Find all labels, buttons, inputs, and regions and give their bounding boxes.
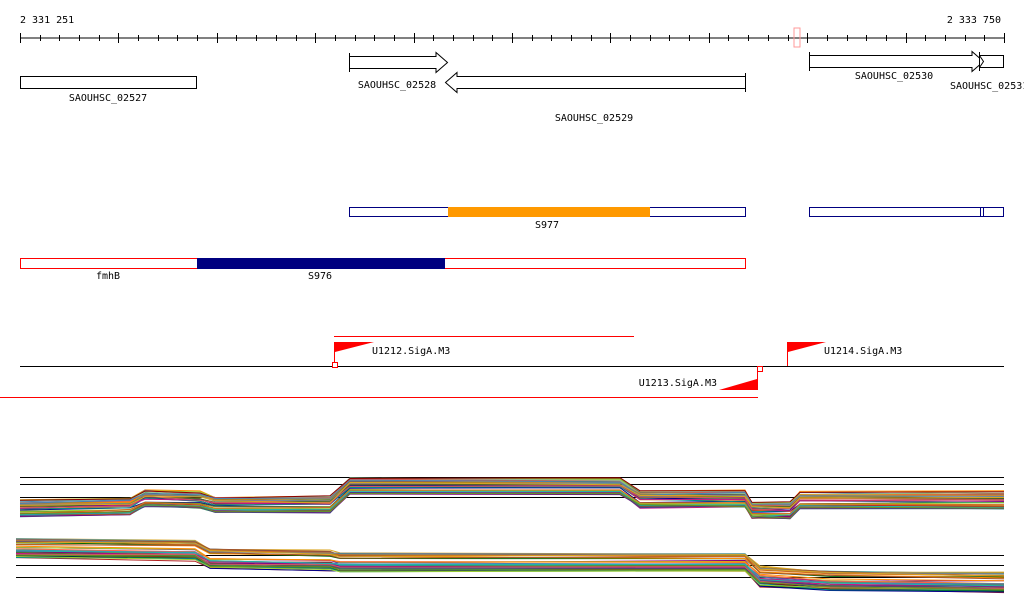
expression-profile-upper [19,477,1005,520]
expression-trace [15,550,1005,587]
expression-trace [19,489,1005,515]
expression-trace [15,554,1005,591]
expression-trace [19,479,1005,505]
ruler-start-label: 2 331 251 [20,15,74,26]
promoter-u1214[interactable]: U1214.SigA.M3 [787,342,903,366]
gene-label: SAOUHSC_02530 [855,71,933,82]
promoter-track: U1212.SigA.M3 U1213.SigA.M3 U1214.SigA.M… [0,336,1004,398]
region-label: S977 [535,220,559,231]
region-label: S976 [308,271,332,282]
expression-trace [15,538,1005,577]
gene-saouhsc-02531[interactable]: SAOUHSC_02531 [950,52,1024,92]
gene-label: SAOUHSC_02528 [358,80,436,91]
gene-saouhsc-02528[interactable]: SAOUHSC_02528 [349,51,449,92]
expression-trace [19,492,1005,519]
expression-trace [15,544,1005,580]
expression-trace [19,491,1005,520]
expression-trace [19,477,1005,505]
gene-saouhsc-02530[interactable]: SAOUHSC_02530 [809,50,985,83]
expression-trace [19,481,1005,508]
expression-trace [15,545,1005,582]
expression-trace [19,477,1005,503]
coordinate-ruler: 2 331 251 2 333 750 [20,15,1005,48]
expression-trace [15,556,1005,591]
expression-trace [15,541,1005,577]
expression-profile-lower [15,538,1005,594]
position-highlight-marker[interactable] [793,27,801,48]
promoter-u1212[interactable]: U1212.SigA.M3 [332,342,451,368]
promoter-label: U1212.SigA.M3 [372,346,450,357]
region-s976[interactable] [197,258,445,269]
ruler-end-label: 2 333 750 [947,15,1001,26]
expression-trace [19,481,1005,509]
gene-label: SAOUHSC_02531 [950,81,1024,92]
gene-label: SAOUHSC_02527 [69,93,147,104]
gene-label: SAOUHSC_02529 [555,113,633,124]
promoter-label: U1213.SigA.M3 [639,378,717,389]
region-label: fmhB [96,271,120,282]
gene-track: SAOUHSC_02527 SAOUHSC_02528 SAOUHSC_0252… [20,50,1024,125]
gene-saouhsc-02527[interactable]: SAOUHSC_02527 [20,76,197,105]
region-track-upper: S977 [349,207,1004,231]
ruler-ticks [20,33,1005,43]
region-track-lower: fmhB S976 [20,258,746,282]
promoter-u1213[interactable]: U1213.SigA.M3 [639,366,763,390]
region-s977[interactable] [448,207,650,217]
promoter-label: U1214.SigA.M3 [824,346,902,357]
expression-trace [15,548,1005,585]
region-outline-blue-right[interactable] [809,207,1004,217]
gene-saouhsc-02529[interactable]: SAOUHSC_02529 [444,71,746,125]
